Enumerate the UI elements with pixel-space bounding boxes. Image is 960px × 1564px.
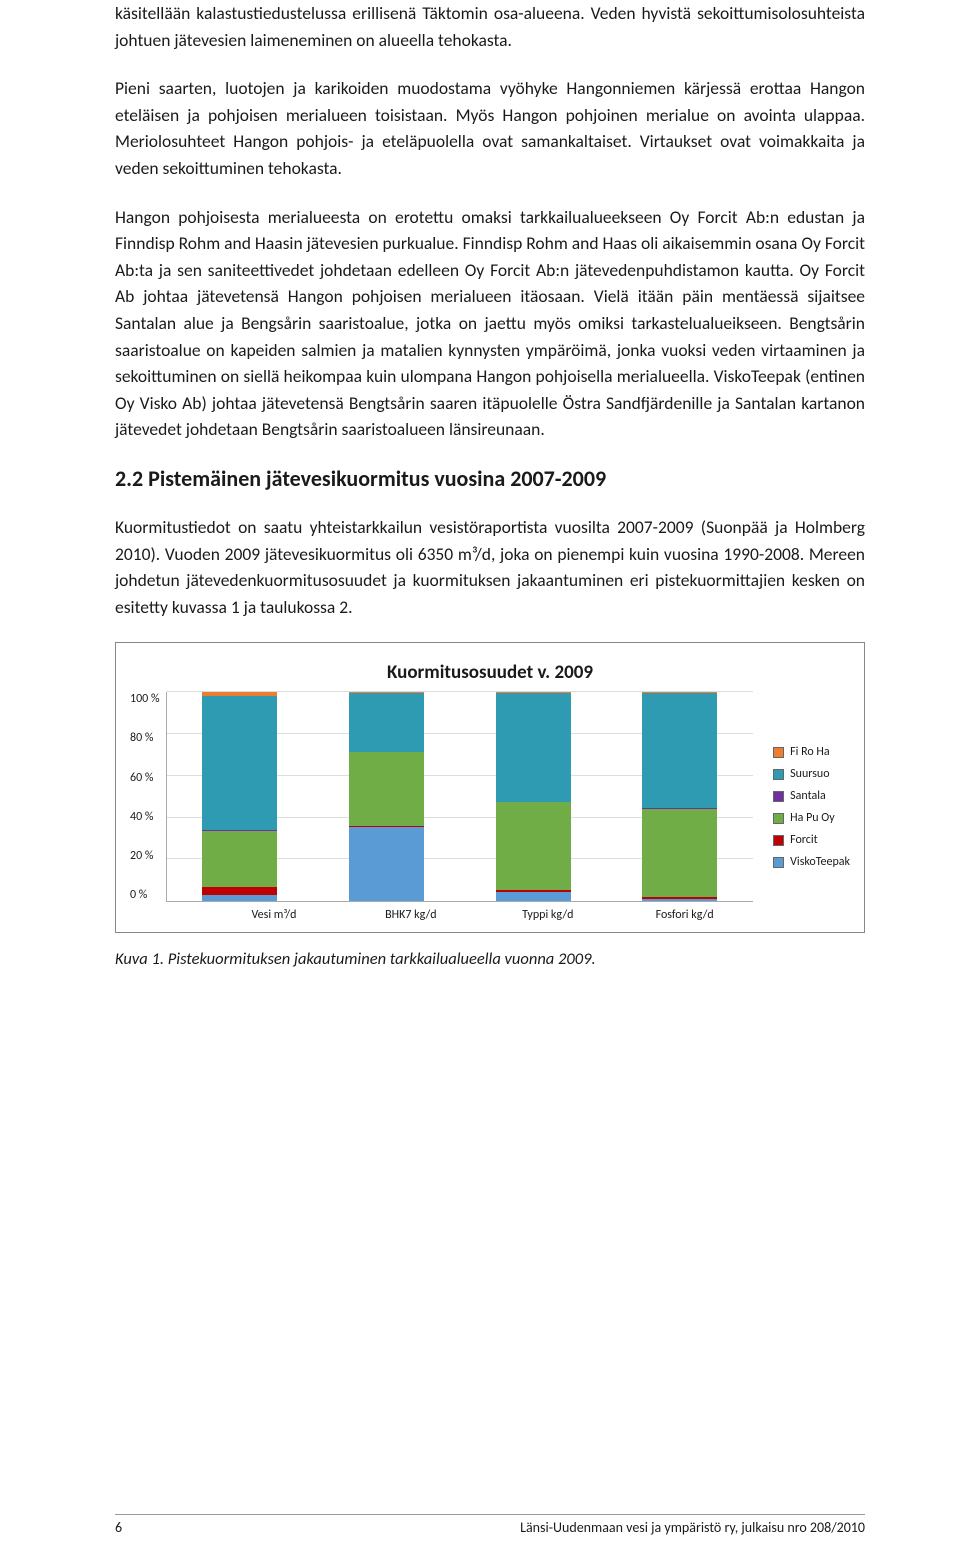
stacked-bar — [496, 692, 571, 901]
bar-segment-viskoteepak — [496, 892, 571, 901]
x-label: Vesi m³/d — [236, 908, 311, 922]
legend-label: Santala — [790, 789, 826, 803]
page-footer: 6 Länsi-Uudenmaan vesi ja ympäristö ry, … — [115, 1514, 865, 1536]
legend-swatch — [773, 857, 784, 868]
stacked-bar — [202, 692, 277, 901]
legend-swatch — [773, 813, 784, 824]
paragraph-4: Kuormitustiedot on saatu yhteistarkkailu… — [115, 514, 865, 620]
y-tick: 80 % — [130, 731, 160, 745]
y-tick: 60 % — [130, 771, 160, 785]
legend-label: Fi Ro Ha — [790, 745, 830, 759]
y-axis: 100 % 80 % 60 % 40 % 20 % 0 % — [130, 692, 166, 902]
legend-item: Suursuo — [773, 767, 850, 781]
legend-swatch — [773, 747, 784, 758]
legend-item: Ha Pu Oy — [773, 811, 850, 825]
stacked-bar — [349, 692, 424, 901]
x-label: Typpi kg/d — [510, 908, 585, 922]
chart-legend: Fi Ro Ha Suursuo Santala Ha Pu Oy Forcit Visk… — [773, 692, 850, 922]
bar-segment-hapuoy — [642, 809, 717, 897]
x-label: Fosfori kg/d — [647, 908, 722, 922]
bar-segment-hapuoy — [349, 752, 424, 825]
footer-text: Länsi-Uudenmaan vesi ja ympäristö ry, ju… — [520, 1519, 865, 1536]
y-tick: 20 % — [130, 849, 160, 863]
stacked-bar — [642, 692, 717, 901]
bar-segment-suursuo — [496, 693, 571, 802]
legend-swatch — [773, 769, 784, 780]
section-heading: 2.2 Pistemäinen jätevesikuormitus vuosin… — [115, 465, 865, 492]
caption-label: Kuva 1. — [115, 949, 164, 969]
legend-label: ViskoTeepak — [790, 855, 850, 869]
y-tick: 0 % — [130, 888, 160, 902]
legend-label: Suursuo — [790, 767, 829, 781]
figure-caption: Kuva 1. Pistekuormituksen jakautuminen t… — [115, 949, 865, 969]
bar-segment-hapuoy — [202, 831, 277, 887]
legend-label: Forcit — [790, 833, 818, 847]
bar-segment-suursuo — [202, 696, 277, 830]
bar-segment-viskoteepak — [202, 895, 277, 901]
y-tick: 40 % — [130, 810, 160, 824]
chart-container: Kuormitusosuudet v. 2009 100 % 80 % 60 %… — [115, 642, 865, 933]
x-axis-labels: Vesi m³/d BHK7 kg/d Typpi kg/d Fosfori k… — [206, 908, 754, 922]
legend-item: Santala — [773, 789, 850, 803]
bars-container — [166, 692, 754, 902]
bar-segment-suursuo — [349, 693, 424, 752]
bar-segment-viskoteepak — [642, 899, 717, 901]
bar-segment-hapuoy — [496, 802, 571, 890]
legend-swatch — [773, 835, 784, 846]
legend-swatch — [773, 791, 784, 802]
page-number: 6 — [115, 1519, 122, 1536]
bar-segment-suursuo — [642, 693, 717, 808]
legend-item: Forcit — [773, 833, 850, 847]
paragraph-3: Hangon pohjoisesta merialueesta on erote… — [115, 204, 865, 443]
bar-segment-viskoteepak — [349, 827, 424, 901]
legend-item: ViskoTeepak — [773, 855, 850, 869]
paragraph-2: Pieni saarten, luotojen ja karikoiden mu… — [115, 75, 865, 181]
paragraph-1: käsitellään kalastustiedustelussa erilli… — [115, 0, 865, 53]
legend-label: Ha Pu Oy — [790, 811, 835, 825]
caption-text: Pistekuormituksen jakautuminen tarkkailu… — [164, 949, 596, 969]
bar-segment-forcit — [202, 887, 277, 895]
chart-title: Kuormitusosuudet v. 2009 — [130, 661, 850, 684]
x-label: BHK7 kg/d — [373, 908, 448, 922]
legend-item: Fi Ro Ha — [773, 745, 850, 759]
y-tick: 100 % — [130, 692, 160, 706]
